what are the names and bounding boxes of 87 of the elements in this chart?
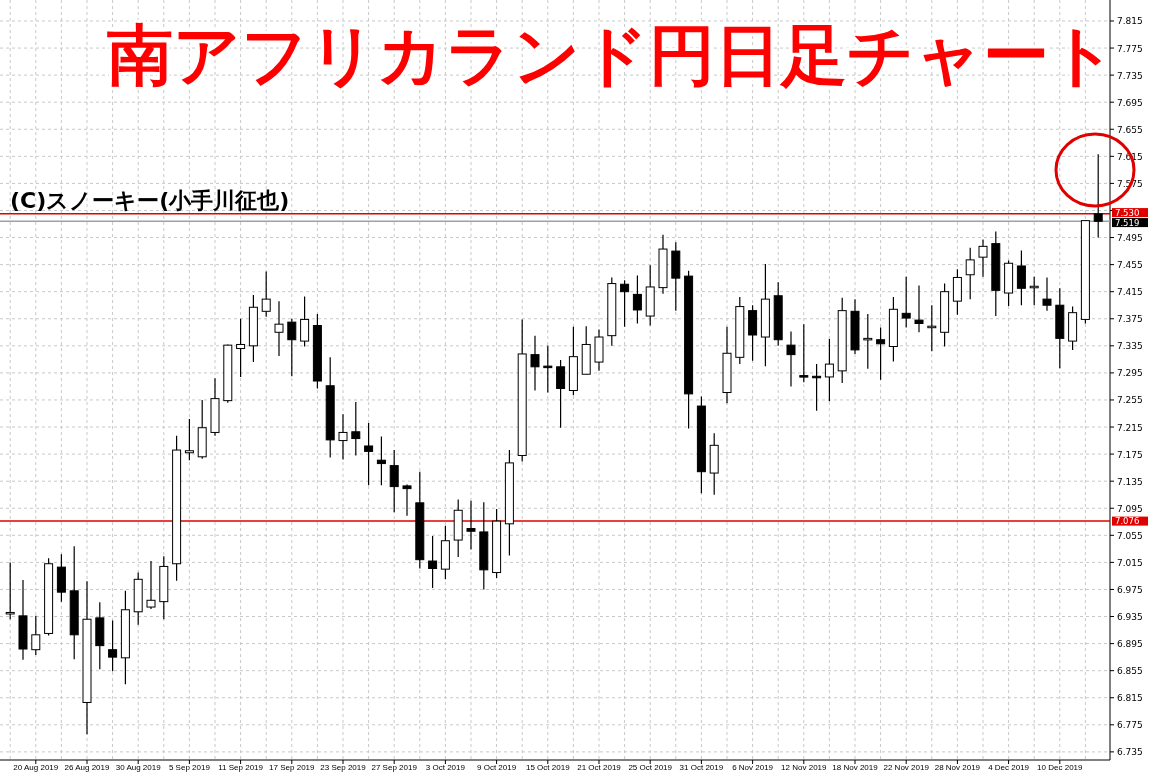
candlestick	[965, 247, 975, 300]
candlestick	[1042, 276, 1052, 312]
candlestick	[376, 435, 386, 486]
x-tick-label: 12 Nov 2019	[781, 763, 828, 772]
x-tick-label: 11 Sep 2019	[218, 763, 264, 772]
x-tick-label: 6 Nov 2019	[732, 763, 774, 772]
candlestick	[620, 279, 630, 328]
y-tick-label: 7.735	[1117, 70, 1143, 81]
candlestick	[786, 331, 796, 388]
x-tick-label: 18 Nov 2019	[832, 763, 879, 772]
candlestick	[338, 413, 348, 461]
candlestick	[364, 422, 374, 486]
y-tick-label: 7.015	[1117, 557, 1143, 568]
y-tick-label: 7.335	[1117, 341, 1143, 352]
y-tick-label: 6.975	[1117, 584, 1143, 595]
x-tick-label: 21 Oct 2019	[577, 763, 622, 772]
candlestick	[31, 615, 41, 656]
y-tick-label: 7.375	[1117, 314, 1143, 325]
x-tick-label: 20 Aug 2019	[13, 763, 59, 772]
candlestick	[901, 276, 911, 329]
x-tick-label: 4 Dec 2019	[988, 763, 1030, 772]
candlestick	[543, 345, 553, 394]
candlestick	[824, 338, 834, 402]
y-tick-label: 7.415	[1117, 287, 1143, 298]
candlestick	[261, 270, 271, 318]
y-tick-label: 7.815	[1117, 16, 1143, 27]
candlestick	[300, 295, 310, 348]
x-tick-label: 31 Oct 2019	[679, 763, 724, 772]
y-tick-label: 7.175	[1117, 449, 1143, 460]
x-tick-label: 23 Sep 2019	[320, 763, 367, 772]
y-tick-label: 7.695	[1117, 97, 1143, 108]
candlestick	[402, 483, 412, 517]
candlestick	[863, 313, 873, 370]
x-tick-label: 25 Oct 2019	[628, 763, 673, 772]
candlestick	[108, 619, 118, 672]
candlestick	[632, 274, 642, 325]
y-tick-label: 7.215	[1117, 422, 1143, 433]
y-tick-label: 7.095	[1117, 503, 1143, 514]
x-tick-label: 10 Dec 2019	[1037, 763, 1084, 772]
x-tick-label: 28 Nov 2019	[934, 763, 981, 772]
candlestick	[274, 300, 284, 357]
x-tick-label: 27 Sep 2019	[371, 763, 418, 772]
candlestick	[556, 359, 566, 429]
x-tick-label: 30 Aug 2019	[115, 763, 162, 772]
candlestick	[184, 418, 194, 461]
candlestick	[799, 323, 809, 383]
candlestick	[1093, 153, 1103, 239]
candlestick	[351, 401, 361, 457]
x-tick-label: 15 Oct 2019	[526, 763, 571, 772]
y-tick-label: 7.655	[1117, 124, 1143, 135]
candlestick	[978, 238, 988, 278]
candlestick	[287, 318, 297, 377]
x-tick-label: 26 Aug 2019	[64, 763, 111, 772]
candlestick	[5, 561, 15, 620]
candlestick	[1016, 249, 1026, 306]
y-tick-label: 7.255	[1117, 395, 1143, 406]
y-tick-label: 6.735	[1117, 747, 1143, 758]
candlestick	[876, 326, 886, 381]
y-tick-label: 6.815	[1117, 693, 1143, 704]
candlestick	[389, 449, 399, 513]
chart-title: 南アフリカランド円日足チャート	[107, 17, 1117, 94]
ref-line-label: 7.076	[1115, 516, 1140, 527]
candlestick	[466, 500, 476, 551]
y-tick-label: 7.135	[1117, 476, 1143, 487]
candlestick	[914, 284, 924, 333]
candlestick	[146, 560, 156, 610]
annotation: (C)スノーキー(小手川征也)	[10, 188, 290, 213]
y-tick-label: 7.055	[1117, 530, 1143, 541]
candlestick	[952, 268, 962, 316]
x-tick-label: 22 Nov 2019	[883, 763, 930, 772]
y-tick-label: 7.495	[1117, 233, 1143, 244]
ref-line-label: 7.519	[1115, 217, 1140, 228]
candlestick	[428, 535, 438, 589]
x-tick-label: 3 Oct 2019	[425, 763, 466, 772]
x-tick-label: 9 Oct 2019	[477, 763, 517, 772]
x-tick-label: 17 Sep 2019	[269, 763, 316, 772]
candlestick	[236, 318, 246, 378]
candlestick	[530, 335, 540, 392]
y-tick-label: 7.295	[1117, 368, 1143, 379]
y-tick-label: 6.855	[1117, 666, 1143, 677]
y-tick-label: 7.455	[1117, 260, 1143, 271]
ref-line-label: 7.530	[1115, 207, 1140, 218]
x-tick-label: 5 Sep 2019	[168, 763, 211, 772]
y-tick-label: 6.895	[1117, 639, 1143, 650]
y-tick-label: 7.775	[1117, 43, 1143, 54]
y-tick-label: 6.775	[1117, 720, 1143, 731]
y-tick-label: 6.935	[1117, 612, 1143, 623]
